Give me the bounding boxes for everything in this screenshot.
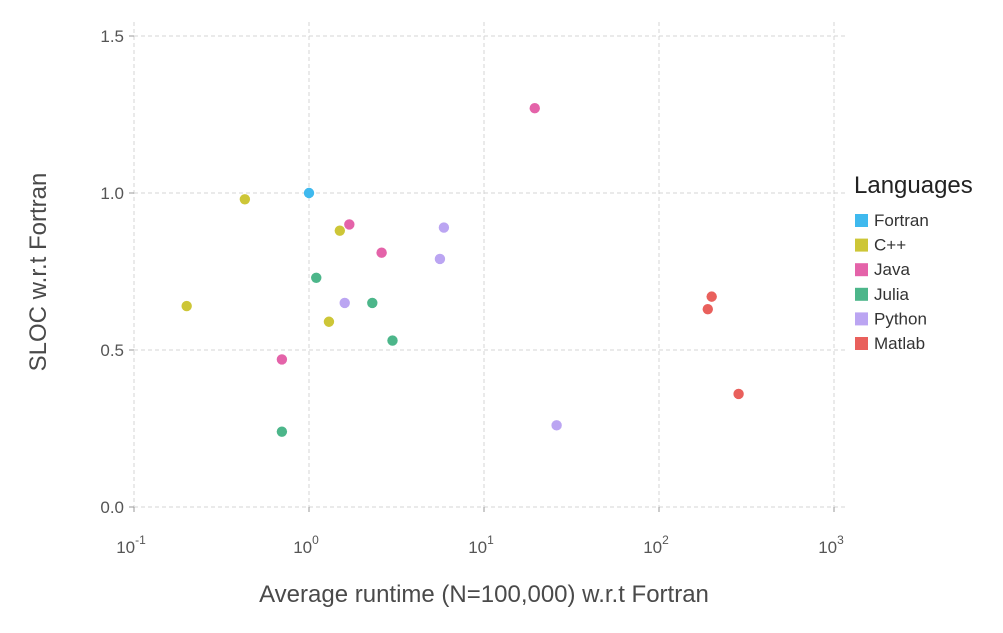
legend-label: Matlab bbox=[874, 334, 925, 353]
legend: Languages Fortran C++ Java Julia Python Matla… bbox=[854, 172, 973, 353]
point-python bbox=[438, 222, 450, 233]
point-java bbox=[529, 103, 540, 114]
x-tick-exponent: 1 bbox=[487, 533, 494, 547]
legend-label: Python bbox=[874, 309, 927, 328]
point-julia bbox=[311, 272, 322, 283]
data-points bbox=[181, 103, 744, 437]
x-tick-label: 101 bbox=[468, 533, 494, 557]
point-java bbox=[276, 354, 288, 365]
legend-label: C++ bbox=[874, 236, 906, 255]
x-tick-label: 10-1 bbox=[116, 533, 146, 557]
legend-label: Java bbox=[874, 260, 910, 279]
legend-swatch bbox=[855, 337, 868, 350]
y-tick-label: 0.0 bbox=[100, 498, 124, 517]
y-tick-label: 0.5 bbox=[100, 341, 124, 360]
grid bbox=[133, 22, 848, 508]
x-tick-exponent: 2 bbox=[662, 533, 669, 547]
point-python bbox=[339, 297, 350, 309]
point-java bbox=[344, 219, 355, 230]
x-tick-base: 10 bbox=[818, 538, 837, 557]
point-python bbox=[434, 253, 446, 265]
point-c- bbox=[334, 225, 346, 236]
legend-label: Julia bbox=[874, 285, 910, 304]
point-python bbox=[551, 420, 562, 431]
legend-swatch bbox=[855, 287, 868, 301]
x-tick-base: 10 bbox=[116, 538, 135, 557]
point-c- bbox=[323, 316, 335, 327]
y-tick-label: 1.5 bbox=[100, 27, 124, 46]
point-julia bbox=[276, 426, 288, 437]
x-tick-base: 10 bbox=[643, 538, 662, 557]
legend-swatch bbox=[855, 312, 868, 326]
x-tick-label: 100 bbox=[293, 533, 319, 557]
point-matlab bbox=[706, 291, 717, 302]
point-c- bbox=[181, 300, 192, 312]
x-tick-exponent: 0 bbox=[312, 533, 319, 547]
x-tick-base: 10 bbox=[468, 538, 487, 557]
legend-swatch bbox=[855, 214, 868, 227]
y-axis-title: SLOC w.r.t Fortran bbox=[25, 173, 52, 372]
point-fortran bbox=[303, 187, 315, 199]
legend-title: Languages bbox=[854, 172, 973, 199]
point-matlab bbox=[733, 388, 744, 400]
x-tick-label: 103 bbox=[818, 533, 844, 557]
point-julia bbox=[367, 297, 378, 309]
y-tick-label: 1.0 bbox=[100, 184, 124, 203]
legend-label: Fortran bbox=[874, 211, 929, 230]
point-c- bbox=[239, 194, 251, 205]
x-tick-exponent: 3 bbox=[837, 533, 844, 547]
point-julia bbox=[387, 335, 398, 346]
x-axis-title: Average runtime (N=100,000) w.r.t Fortra… bbox=[259, 581, 709, 608]
point-java bbox=[376, 247, 387, 258]
legend-swatch bbox=[855, 238, 868, 252]
x-tick-exponent: -1 bbox=[135, 533, 146, 547]
x-tick-label: 102 bbox=[643, 533, 669, 557]
axis-ticks: 0.00.51.01.510-1 100 101 102 103 bbox=[100, 27, 844, 557]
point-matlab bbox=[702, 303, 713, 315]
legend-swatch bbox=[855, 263, 868, 277]
x-tick-base: 10 bbox=[293, 538, 312, 557]
